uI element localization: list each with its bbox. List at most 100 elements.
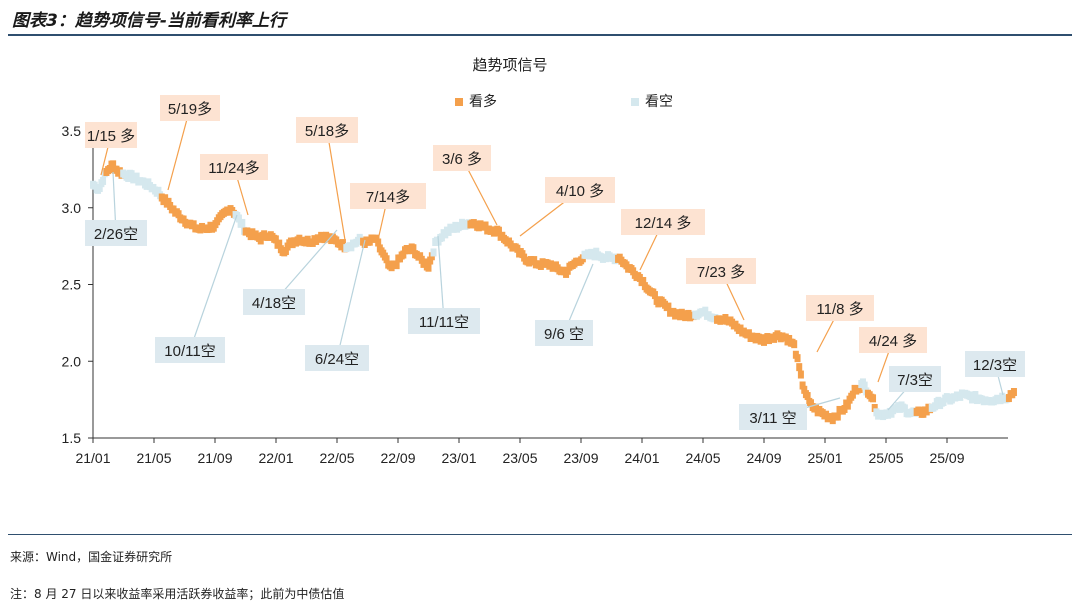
bottom-divider xyxy=(8,534,1072,535)
annotations: 1/15 多 2/26空 5/19多 11/24多 10/11空 4/18空 5/18多 6/… xyxy=(85,95,1025,430)
annotation-label: 12/14 多 xyxy=(635,215,692,232)
x-tick-label: 22/09 xyxy=(380,450,415,466)
long-signal-point xyxy=(796,363,803,372)
annotation-label: 3/11 空 xyxy=(749,410,796,427)
long-signal-point xyxy=(514,244,521,253)
long-signal-point xyxy=(425,263,432,272)
legend-swatch-long xyxy=(455,98,463,106)
short-signal-point xyxy=(128,170,135,179)
long-signal-point xyxy=(383,255,390,264)
short-signal-point xyxy=(235,214,242,223)
long-signal-point xyxy=(1010,388,1017,397)
long-signal-point xyxy=(841,405,848,414)
long-signal-point xyxy=(162,194,169,203)
long-signal-point xyxy=(427,256,434,265)
annotation-box xyxy=(535,320,593,346)
long-signal-point xyxy=(745,329,752,338)
axes: 21/01 21/05 21/09 22/01 22/05 22/09 23/01 23/05… xyxy=(62,123,1008,466)
annotation-label: 7/23 多 xyxy=(697,264,745,281)
long-signal-point xyxy=(272,235,279,244)
chart-title: 趋势项信号 xyxy=(472,56,547,74)
y-tick-label: 1.5 xyxy=(62,430,82,446)
annotation-box xyxy=(296,117,358,143)
annotation-label: 10/11空 xyxy=(164,343,215,360)
long-signal-point xyxy=(791,340,798,349)
y-tick-label: 3.5 xyxy=(62,123,82,139)
short-signal-point xyxy=(972,391,979,400)
short-signal-point xyxy=(935,396,942,405)
annotation-box xyxy=(859,327,927,353)
annotation-box xyxy=(806,295,874,321)
short-signal-point xyxy=(155,186,162,195)
annotation-box xyxy=(739,404,807,430)
annotation-box xyxy=(408,308,480,334)
annotation-label: 3/6 多 xyxy=(442,151,482,168)
annotation-label: 11/8 多 xyxy=(816,301,863,318)
long-signal-point xyxy=(794,354,801,363)
x-tick-label: 25/01 xyxy=(807,450,842,466)
legend-label-long: 看多 xyxy=(469,93,497,110)
data-points xyxy=(90,160,1017,425)
x-tick-label: 25/09 xyxy=(929,450,964,466)
annotation-label: 4/24 多 xyxy=(869,333,917,350)
annotation-label: 9/6 空 xyxy=(544,326,584,343)
long-signal-point xyxy=(636,273,643,282)
long-signal-point xyxy=(651,291,658,300)
long-signal-point xyxy=(257,236,264,245)
long-signal-point xyxy=(106,164,113,173)
long-signal-point xyxy=(339,239,346,248)
long-signal-point xyxy=(799,381,806,390)
long-signal-point xyxy=(393,261,400,270)
long-signal-point xyxy=(804,392,811,401)
annotation-box xyxy=(160,95,220,121)
long-signal-point xyxy=(276,239,283,248)
short-signal-point xyxy=(861,381,868,390)
y-tick-label: 3.0 xyxy=(62,200,82,216)
annotation-label: 5/19多 xyxy=(168,101,212,118)
x-tick-label: 21/05 xyxy=(136,450,171,466)
long-signal-point xyxy=(190,220,197,229)
short-signal-point xyxy=(438,233,445,242)
annotation-box xyxy=(889,366,941,392)
annotation-box xyxy=(243,289,305,315)
long-signal-point xyxy=(834,412,841,421)
annotation-box xyxy=(621,209,705,235)
long-signal-point xyxy=(482,221,489,230)
legend-label-short: 看空 xyxy=(645,94,673,110)
annotation-box xyxy=(85,220,147,246)
long-signal-point xyxy=(422,258,429,267)
long-signal-point xyxy=(531,256,538,265)
long-signal-point xyxy=(856,385,863,394)
x-tick-label: 22/05 xyxy=(319,450,354,466)
long-signal-point xyxy=(110,160,117,169)
long-signal-point xyxy=(375,238,382,247)
short-signal-point xyxy=(133,172,140,181)
figure-title: 图表3：趋势项信号-当前看利率上行 xyxy=(12,11,286,31)
long-signal-point xyxy=(870,394,877,403)
short-signal-point xyxy=(445,227,452,236)
annotation-leader xyxy=(167,107,191,191)
legend-swatch-short xyxy=(631,98,639,106)
annotation-label: 4/18空 xyxy=(252,295,296,312)
annotation-leader xyxy=(437,235,445,322)
short-signal-point xyxy=(430,248,437,257)
x-tick-label: 23/09 xyxy=(563,450,598,466)
annotation-box xyxy=(155,337,225,363)
annotation-box xyxy=(965,351,1025,377)
x-tick-label: 21/01 xyxy=(75,450,110,466)
long-signal-point xyxy=(797,370,804,379)
long-signal-point xyxy=(801,385,808,394)
long-signal-point xyxy=(844,401,851,410)
annotation-box xyxy=(545,177,615,203)
annotation-leader xyxy=(189,214,238,351)
annotation-label: 1/15 多 xyxy=(87,128,135,145)
long-signal-point xyxy=(495,226,502,235)
x-tick-label: 23/05 xyxy=(502,450,537,466)
short-signal-point xyxy=(591,252,598,261)
long-signal-point xyxy=(640,276,647,285)
x-tick-label: 21/09 xyxy=(197,450,232,466)
x-tick-label: 24/05 xyxy=(685,450,720,466)
x-tick-label: 25/05 xyxy=(868,450,903,466)
x-tick-label: 23/01 xyxy=(441,450,476,466)
long-signal-point xyxy=(282,247,289,256)
